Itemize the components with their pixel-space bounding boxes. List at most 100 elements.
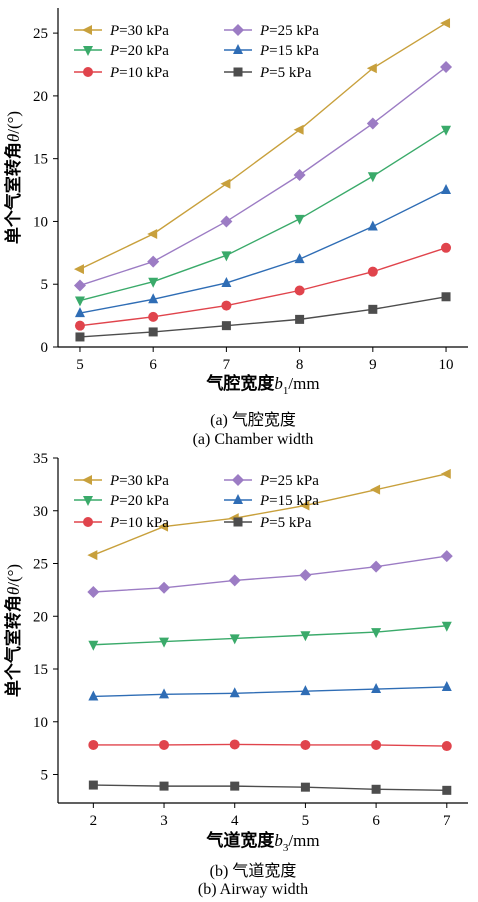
legend-value: =15 kPa — [269, 43, 319, 59]
series-line — [93, 686, 447, 698]
data-point — [221, 300, 232, 311]
data-point — [74, 296, 85, 307]
data-point — [293, 124, 304, 135]
data-point — [159, 739, 170, 750]
data-point — [148, 327, 158, 337]
legend-label: P=20 kPa — [109, 493, 169, 509]
legend-label: P=30 kPa — [109, 473, 169, 489]
legend-value: =25 kPa — [269, 23, 319, 39]
x-tick-label: 6 — [372, 813, 380, 829]
data-point — [300, 631, 311, 642]
data-point — [228, 574, 241, 587]
series-line — [93, 555, 447, 593]
data-point — [441, 292, 451, 302]
y-tick-label: 10 — [33, 715, 48, 731]
series-line — [93, 784, 447, 792]
legend-marker — [233, 494, 243, 504]
legend-label: P=15 kPa — [259, 43, 319, 59]
data-point — [147, 255, 160, 268]
y-title-main: 单个气室转角 — [3, 142, 24, 244]
legend-var: P — [109, 473, 119, 489]
y-tick-label: 35 — [33, 451, 48, 467]
y-title-var: θ — [4, 134, 23, 142]
x-axis-title: 气道宽度b3/mm — [205, 830, 319, 854]
data-point — [158, 521, 169, 532]
y-tick-label: 30 — [33, 504, 48, 520]
legend-marker — [82, 25, 92, 35]
data-point — [441, 680, 452, 691]
x-tick-label: 6 — [149, 357, 157, 373]
legend-var: P — [109, 43, 119, 59]
x-title-sub: 3 — [283, 842, 289, 854]
series-line — [93, 625, 447, 646]
data-point — [148, 293, 159, 304]
x-title-main: 气道宽度 — [205, 830, 275, 851]
legend-marker — [83, 496, 93, 506]
data-point — [88, 690, 99, 701]
legend-label: P=10 kPa — [109, 515, 169, 531]
legend-var: P — [259, 23, 269, 39]
data-point — [88, 640, 99, 651]
y-tick-label: 15 — [33, 662, 48, 678]
data-point — [440, 18, 451, 29]
x-tick-label: 9 — [369, 357, 377, 373]
legend-var: P — [259, 473, 269, 489]
series-line — [93, 473, 447, 556]
data-point — [88, 739, 99, 750]
data-point — [440, 550, 453, 563]
data-point — [73, 264, 84, 275]
caption-cn: (a) 气腔宽度 — [210, 411, 296, 429]
legend-var: P — [109, 493, 119, 509]
data-point — [442, 785, 452, 795]
data-point — [299, 500, 310, 511]
x-tick-label: 5 — [302, 813, 310, 829]
legend-label: P=15 kPa — [259, 493, 319, 509]
data-point — [371, 739, 382, 750]
data-point — [159, 781, 169, 791]
data-point — [87, 585, 100, 598]
data-point — [441, 242, 452, 253]
data-point — [293, 168, 306, 181]
y-title-main: 单个气室转角 — [3, 595, 24, 697]
data-point — [441, 741, 452, 752]
legend-value: =25 kPa — [269, 473, 319, 489]
data-point — [159, 637, 170, 648]
data-point — [440, 468, 451, 479]
data-point — [158, 581, 171, 594]
data-point — [221, 276, 232, 287]
legend-value: =30 kPa — [119, 23, 169, 39]
series-line — [93, 743, 447, 747]
legend-value: =30 kPa — [119, 473, 169, 489]
data-point — [148, 277, 159, 288]
data-point — [367, 266, 378, 277]
legend-value: =15 kPa — [269, 493, 319, 509]
x-title-var: b — [274, 374, 283, 393]
data-point — [441, 621, 452, 632]
y-tick-label: 5 — [41, 277, 49, 293]
legend-marker — [232, 474, 244, 486]
legend-var: P — [259, 515, 269, 531]
legend-marker — [82, 475, 92, 485]
y-title-var: θ — [4, 587, 23, 595]
series-line — [79, 66, 447, 287]
data-point — [366, 63, 377, 74]
data-point — [370, 560, 383, 573]
x-tick-label: 7 — [443, 813, 451, 829]
y-tick-label: 25 — [33, 26, 48, 42]
y-axis-title: 单个气室转角θ/(°) — [3, 564, 24, 697]
data-point — [300, 685, 311, 696]
series-p-15-kpa — [74, 184, 452, 318]
legend-marker — [83, 67, 93, 77]
legend-label: P=20 kPa — [109, 43, 169, 59]
data-point — [294, 214, 305, 225]
x-title-unit: /mm — [288, 374, 319, 393]
y-tick-label: 25 — [33, 557, 48, 573]
data-point — [73, 279, 86, 292]
legend-value: =5 kPa — [269, 515, 312, 531]
series-p-10-kpa — [74, 242, 452, 331]
series-p-5-kpa — [75, 292, 451, 342]
data-point — [159, 688, 170, 699]
legend-marker — [233, 67, 243, 77]
